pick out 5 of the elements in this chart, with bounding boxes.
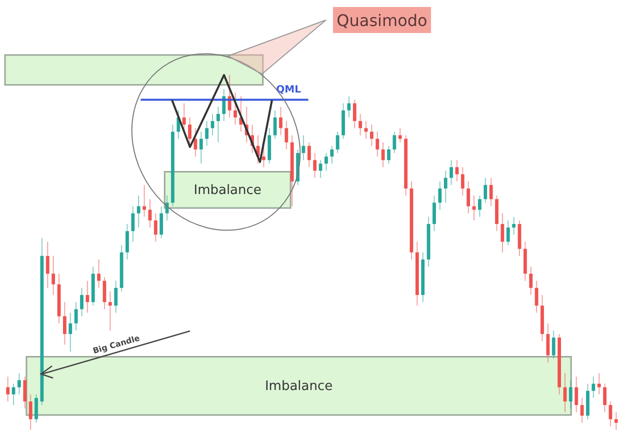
text: Quasimodo [336, 11, 428, 30]
ref-line-label: QML [276, 84, 302, 96]
annotation: Big Candle [92, 333, 142, 356]
band-label: Imbalance [264, 378, 333, 394]
band-label: Imbalance [194, 182, 262, 198]
